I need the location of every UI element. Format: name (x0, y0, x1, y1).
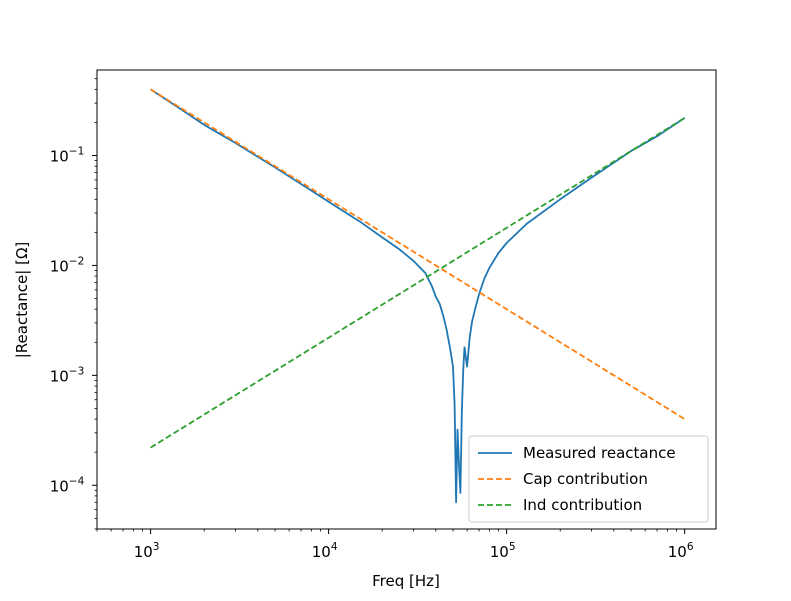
y-axis-ticks: 10−4 10−3 10−2 10−1 (50, 78, 97, 530)
series-line-1 (150, 88, 686, 420)
x-tick-label: 106 (668, 541, 694, 561)
series-layer (150, 88, 686, 504)
series-line-0 (150, 88, 686, 504)
y-tick-label: 10−4 (50, 475, 85, 495)
legend-box (468, 435, 709, 523)
y-tick-label: 10−1 (50, 146, 85, 166)
y-tick-label: 10−2 (50, 255, 85, 275)
legend-label-0: Measured reactance (523, 444, 676, 462)
y-tick-label: 10−3 (50, 365, 85, 385)
series-line-2 (150, 117, 686, 449)
x-tick-label: 105 (490, 541, 516, 561)
legend-label-2: Ind contribution (523, 496, 642, 514)
x-tick-label: 104 (312, 541, 338, 561)
y-axis-label: |Reactance| [Ω] (13, 242, 31, 359)
legend-label-1: Cap contribution (523, 470, 648, 488)
x-axis-label: Freq [Hz] (372, 572, 440, 590)
legend: Measured reactance Cap contribution Ind co… (468, 435, 709, 523)
x-axis-ticks: 103 104 105 106 (96, 529, 694, 561)
x-tick-label: 103 (134, 541, 160, 561)
plot-frame (96, 69, 717, 530)
